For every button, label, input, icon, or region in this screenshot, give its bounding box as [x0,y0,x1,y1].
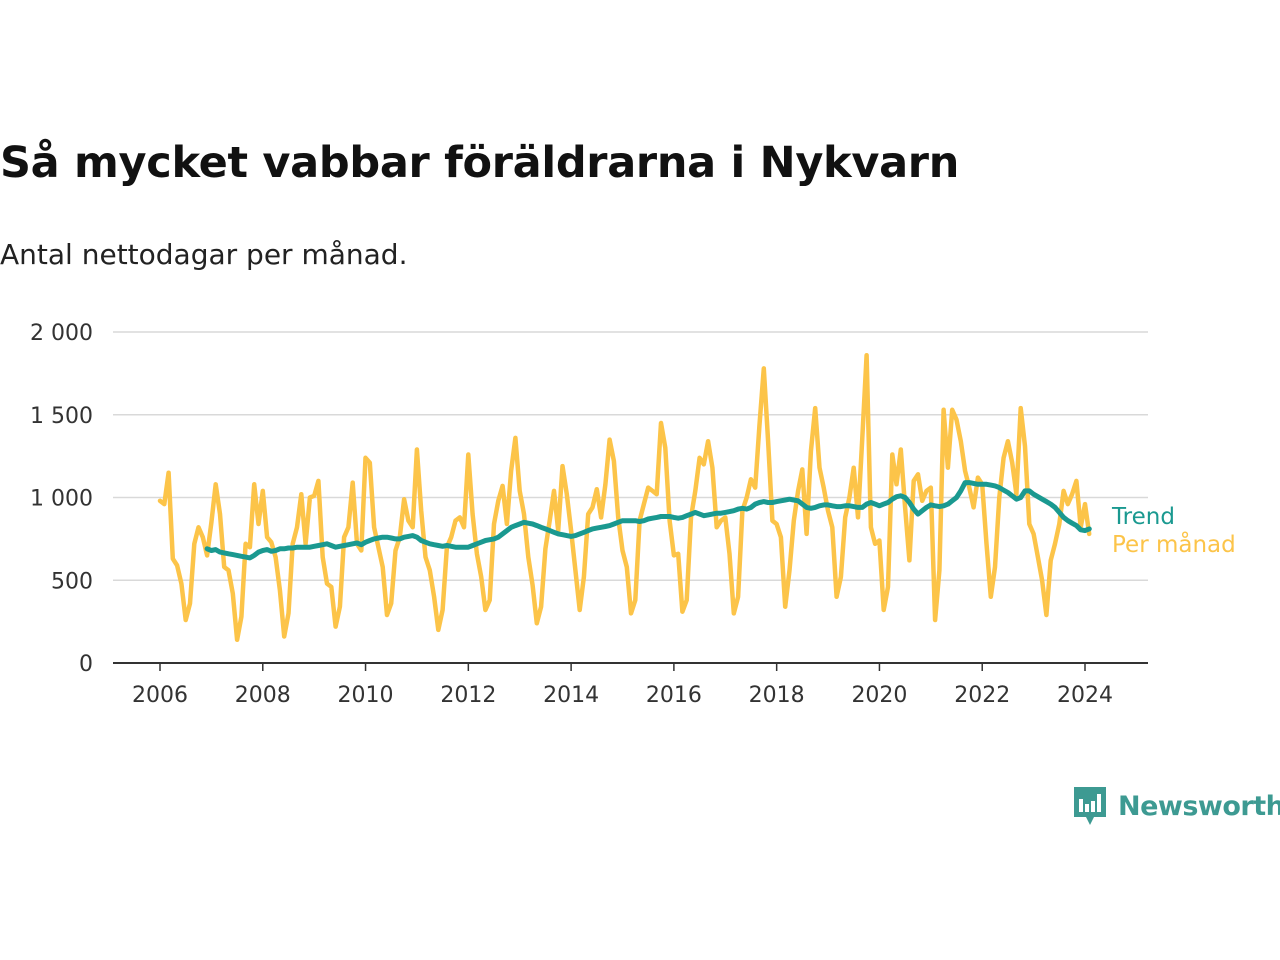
series-lines [157,352,1092,643]
page-subtitle: Antal nettodagar per månad. [0,238,408,271]
x-tick-label: 2020 [851,683,907,708]
brand-name: Newsworthy [1118,790,1280,822]
grid-lines [113,331,1148,581]
series-label-monthly: Per månad [1112,530,1236,558]
x-tick-label: 2022 [954,683,1010,708]
x-tick-label: 2024 [1057,683,1113,708]
x-tick-label: 2010 [338,683,394,708]
monthly-line [157,352,1092,643]
x-tick-label: 2008 [235,683,291,708]
x-axis: 2006 2008 2010 2012 2014 2016 2018 2020 2022 2024 [113,662,1148,708]
x-tick-label: 2018 [749,683,805,708]
series-label-trend: Trend [1111,504,1175,530]
x-tick-label: 2016 [646,683,702,708]
x-tick-label: 2006 [132,683,188,708]
y-tick-label: 1 500 [30,404,93,429]
y-tick-label: 2 000 [30,321,93,346]
newsworthy-logo-icon [1074,787,1106,825]
page-title: Så mycket vabbar föräldrarna i Nykvarn [0,138,960,188]
y-tick-label: 500 [51,569,93,594]
trend-line [204,480,1092,561]
brand-logo: Newsworthy [1072,784,1280,828]
x-tick-label: 2014 [543,683,599,708]
y-tick-label: 0 [79,652,93,677]
line-chart: 0 500 1 000 1 500 2 000 2006 2008 2010 2012 2014… [30,321,1236,708]
y-tick-label: 1 000 [30,487,93,512]
x-tick-label: 2012 [440,683,496,708]
y-axis-ticks: 0 500 1 000 1 500 2 000 [30,321,93,677]
